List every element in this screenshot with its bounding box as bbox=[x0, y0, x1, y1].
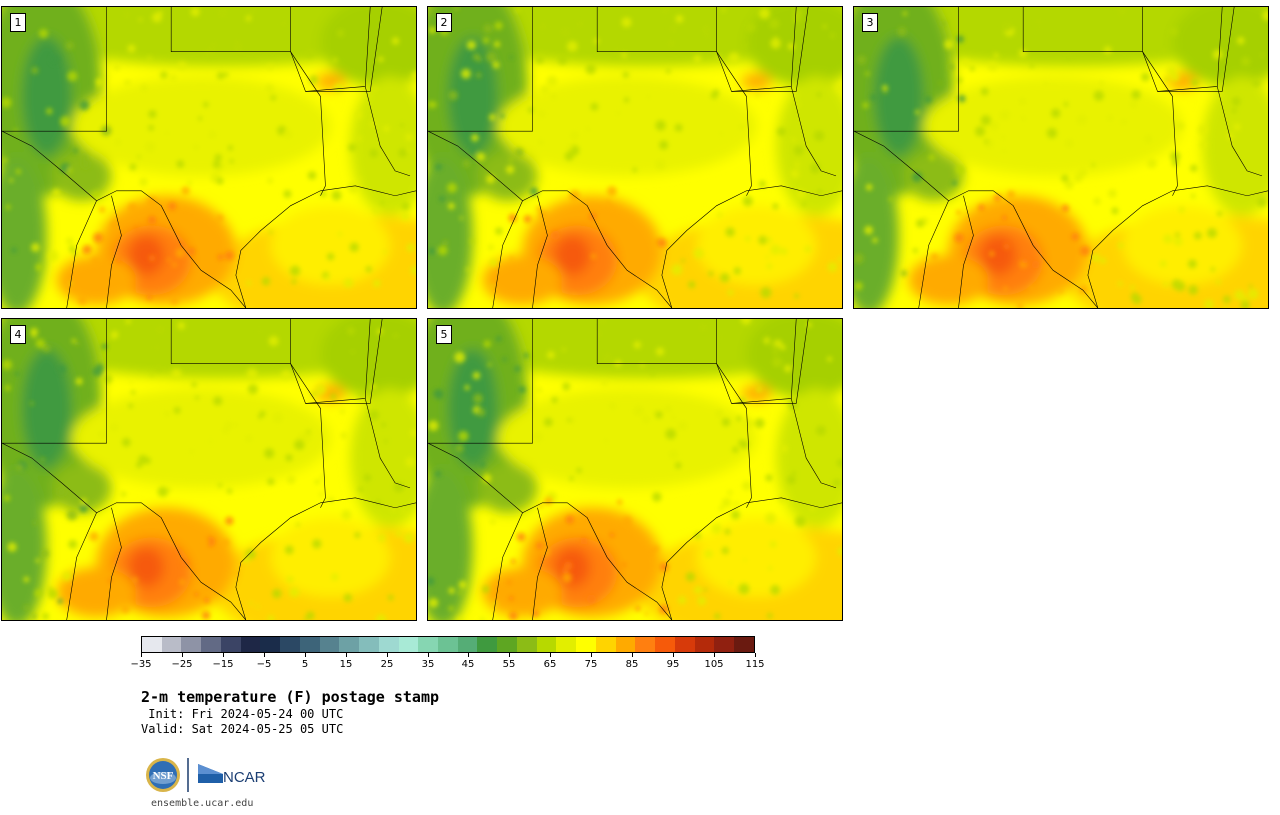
panel-number-label: 4 bbox=[10, 325, 26, 344]
colorbar-swatch bbox=[220, 637, 241, 652]
colorbar-tick-label: 25 bbox=[380, 659, 394, 670]
panel-number-label: 3 bbox=[862, 13, 878, 32]
ensemble-member-panel-5: 5 bbox=[427, 318, 843, 621]
colorbar-tick-label: −25 bbox=[171, 659, 193, 670]
svg-text:NSF: NSF bbox=[153, 770, 174, 782]
colorbar-swatch bbox=[674, 637, 695, 652]
colorbar-tick bbox=[468, 653, 469, 657]
colorbar-swatch bbox=[280, 637, 300, 652]
colorbar-tick-label: 95 bbox=[666, 659, 680, 670]
colorbar-tick-label: 45 bbox=[461, 659, 475, 670]
boundary-lines bbox=[854, 7, 1268, 308]
colorbar-swatch bbox=[378, 637, 399, 652]
colorbar-swatch bbox=[536, 637, 557, 652]
colorbar-tick bbox=[550, 653, 551, 657]
colorbar-swatch bbox=[319, 637, 340, 652]
colorbar-tick-label: 85 bbox=[625, 659, 639, 670]
colorbar-tick bbox=[755, 653, 756, 657]
colorbar-tick-label: 105 bbox=[704, 659, 724, 670]
colorbar-tick bbox=[141, 653, 142, 657]
colorbar-tick-label: 75 bbox=[584, 659, 598, 670]
colorbar-tick-label: 15 bbox=[339, 659, 353, 670]
colorbar-swatch bbox=[734, 637, 754, 652]
colorbar-swatch bbox=[418, 637, 439, 652]
colorbar-swatch bbox=[576, 637, 596, 652]
colorbar-tick bbox=[673, 653, 674, 657]
colorbar-swatch bbox=[201, 637, 221, 652]
colorbar-tick bbox=[591, 653, 592, 657]
boundary-lines bbox=[2, 7, 416, 308]
colorbar-swatch bbox=[181, 637, 202, 652]
colorbar-swatch bbox=[299, 637, 320, 652]
colorbar-tick bbox=[509, 653, 510, 657]
boundary-lines bbox=[428, 319, 842, 620]
colorbar-swatch bbox=[142, 637, 162, 652]
colorbar-swatch bbox=[359, 637, 379, 652]
colorbar-tick-label: 65 bbox=[543, 659, 557, 670]
colorbar-swatch bbox=[477, 637, 498, 652]
colorbar-swatch bbox=[497, 637, 517, 652]
colorbar-tick bbox=[632, 653, 633, 657]
temperature-colorbar bbox=[141, 636, 755, 653]
ensemble-member-panel-3: 3 bbox=[853, 6, 1269, 309]
colorbar-swatch bbox=[595, 637, 616, 652]
colorbar-swatch bbox=[161, 637, 182, 652]
temperature-map bbox=[428, 7, 842, 308]
boundary-lines bbox=[428, 7, 842, 308]
colorbar-swatch bbox=[556, 637, 577, 652]
sponsor-logos: NSF NCAR bbox=[145, 757, 275, 793]
colorbar-tick-label: 115 bbox=[745, 659, 765, 670]
colorbar-swatch bbox=[694, 637, 715, 652]
colorbar-tick-label: −15 bbox=[212, 659, 234, 670]
colorbar-tick-label: 35 bbox=[421, 659, 435, 670]
colorbar-tick bbox=[305, 653, 306, 657]
colorbar-tick bbox=[714, 653, 715, 657]
colorbar-swatch bbox=[655, 637, 675, 652]
panel-number-label: 1 bbox=[10, 13, 26, 32]
colorbar-tick-label: 5 bbox=[301, 659, 309, 670]
colorbar-swatch bbox=[635, 637, 656, 652]
ensemble-member-panel-4: 4 bbox=[1, 318, 417, 621]
temperature-map bbox=[2, 319, 416, 620]
figure-title: 2-m temperature (F) postage stamp bbox=[141, 688, 440, 706]
colorbar-tick bbox=[346, 653, 347, 657]
colorbar-swatch bbox=[516, 637, 537, 652]
colorbar-tick-label: 55 bbox=[502, 659, 516, 670]
colorbar-swatch bbox=[438, 637, 458, 652]
init-time: Init: Fri 2024-05-24 00 UTC bbox=[141, 707, 344, 721]
colorbar-tick bbox=[182, 653, 183, 657]
colorbar-tick-label: −5 bbox=[256, 659, 272, 670]
colorbar-tick bbox=[428, 653, 429, 657]
ensemble-member-panel-2: 2 bbox=[427, 6, 843, 309]
temperature-map bbox=[854, 7, 1268, 308]
svg-text:NCAR: NCAR bbox=[223, 769, 266, 786]
colorbar-swatch bbox=[714, 637, 735, 652]
temperature-map bbox=[428, 319, 842, 620]
colorbar-tick bbox=[223, 653, 224, 657]
nsf-logo: NSF bbox=[146, 758, 180, 792]
colorbar-tick bbox=[387, 653, 388, 657]
colorbar-ticks: −35 −25 −15 −5 5 15 25 35 45 55 65 75 85 95 105 115 bbox=[130, 653, 765, 673]
colorbar-swatch bbox=[615, 637, 636, 652]
colorbar-swatch bbox=[339, 637, 360, 652]
valid-time: Valid: Sat 2024-05-25 05 UTC bbox=[141, 722, 344, 736]
ncar-logo: NCAR bbox=[198, 764, 266, 786]
panel-number-label: 5 bbox=[436, 325, 452, 344]
colorbar-tick-label: −35 bbox=[130, 659, 152, 670]
panel-number-label: 2 bbox=[436, 13, 452, 32]
nsf-ncar-logo: NSF NCAR bbox=[146, 758, 266, 792]
colorbar-swatch bbox=[398, 637, 419, 652]
boundary-lines bbox=[2, 319, 416, 620]
colorbar-swatch bbox=[457, 637, 478, 652]
colorbar-swatch bbox=[240, 637, 261, 652]
website-url: ensemble.ucar.edu bbox=[151, 798, 254, 809]
colorbar-swatch bbox=[260, 637, 281, 652]
ensemble-member-panel-1: 1 bbox=[1, 6, 417, 309]
temperature-map bbox=[2, 7, 416, 308]
colorbar-tick bbox=[264, 653, 265, 657]
